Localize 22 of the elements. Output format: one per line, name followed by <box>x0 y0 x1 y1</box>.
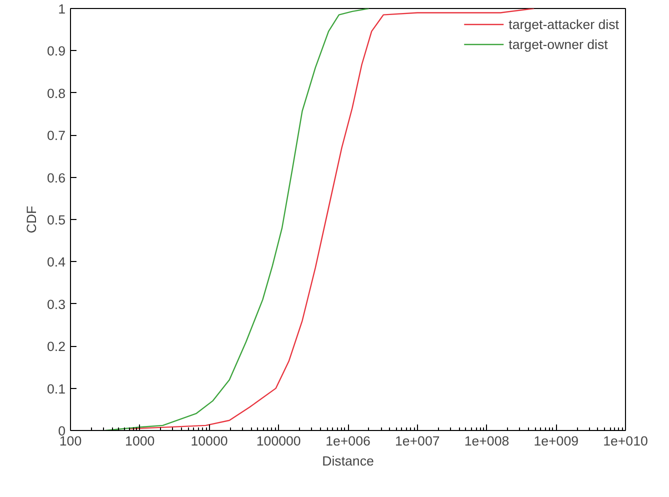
y-tick-label: 0.2 <box>46 339 66 354</box>
x-tick-label: 100000 <box>256 434 301 448</box>
legend-label: target-owner dist <box>508 36 608 52</box>
y-tick-label: 0.9 <box>46 44 66 59</box>
y-tick-label: 1 <box>58 2 66 16</box>
x-tick-label: 1e+006 <box>326 434 370 448</box>
x-tick-label: 1e+010 <box>603 434 648 448</box>
y-tick-label: 0.7 <box>46 128 66 144</box>
y-tick-label: 0.4 <box>46 254 66 270</box>
x-tick-label: 1e+008 <box>464 434 510 448</box>
y-tick-label: 0.1 <box>46 381 66 396</box>
x-tick-label: 1000 <box>125 434 155 448</box>
y-tick-label: 0.3 <box>46 296 66 312</box>
y-axis-title: CDF <box>24 206 39 234</box>
y-tick-label: 0.5 <box>46 212 66 228</box>
x-tick-label: 1e+009 <box>534 434 579 448</box>
y-tick-label: 0.6 <box>46 170 66 186</box>
x-axis-title: Distance <box>322 454 374 468</box>
y-tick-label: 0.8 <box>46 86 66 101</box>
legend-label: target-attacker dist <box>508 16 619 32</box>
x-tick-label: 1e+007 <box>394 434 440 448</box>
x-tick-label: 10000 <box>190 434 228 448</box>
